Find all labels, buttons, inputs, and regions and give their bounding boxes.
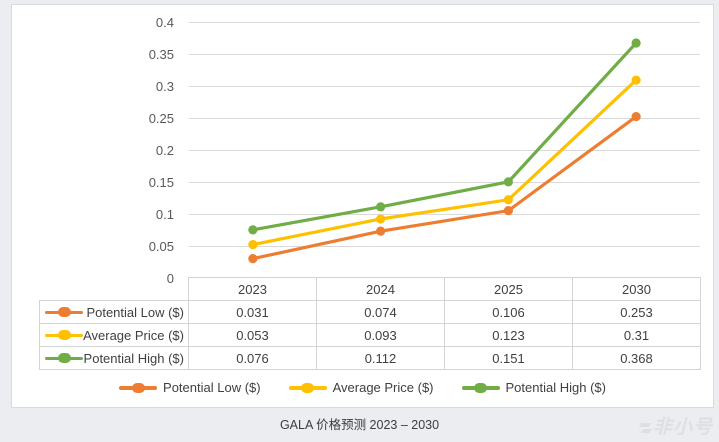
data-point-marker [376,202,386,212]
series-line [251,78,638,247]
y-tick-label: 0 [166,270,174,286]
data-table-year-header: 2024 [316,277,445,301]
watermark-logo-icon [638,421,653,435]
data-point-marker [376,226,386,236]
data-point-marker [631,38,641,48]
data-table-row: Potential Low ($) 0.031 0.074 0.106 0.253 [39,300,701,324]
data-table-value-cell: 0.253 [572,300,701,324]
data-point-marker [503,206,513,216]
legend-item: Potential High ($) [461,380,606,395]
data-table-value-cell: 0.031 [188,300,317,324]
data-point-marker [376,214,386,224]
data-table-value-cell: 0.31 [572,323,701,347]
data-point-marker [631,75,641,85]
data-point-marker [503,177,513,187]
data-table-value-cell: 0.074 [316,300,445,324]
data-table-header-row: 2023 2024 2025 2030 [40,277,701,301]
data-table-value-cell: 0.112 [316,346,445,370]
legend-item-label: Potential High ($) [505,380,606,395]
y-tick-label: 0.4 [155,14,174,30]
legend-key-icon [45,307,83,318]
data-point-marker [248,254,258,264]
y-tick-label: 0.05 [148,238,174,254]
legend-item: Average Price ($) [288,380,434,395]
series-name-label: Average Price ($) [83,327,184,343]
data-point-marker [248,239,258,250]
chart-legend: Potential Low ($) Average Price ($) Potent… [12,380,713,395]
chart-card: 0 0.05 0.1 0.15 0.2 0.25 0.3 0.35 0.4 2023 2024 20… [11,4,714,408]
chart-caption: GALA 价格预测 2023 – 2030 [279,418,440,432]
data-table-value-cell: 0.151 [444,346,573,370]
y-tick-label: 0.3 [155,78,174,94]
data-table-value-cell: 0.106 [444,300,573,324]
watermark: 非小号 [638,417,713,439]
series-line [251,41,638,232]
y-tick-label: 0.15 [148,174,174,190]
data-table-value-cell: 0.123 [444,323,573,347]
series-name-label: Potential High ($) [83,350,184,366]
series-label-cell: Average Price ($) [39,323,189,347]
series-label-cell: Potential High ($) [39,346,189,370]
data-table-year-header: 2023 [188,277,317,301]
data-point-marker [503,195,513,205]
chart-data-table: 2023 2024 2025 2030 Potential Low ($) 0.031 0… [39,277,701,370]
data-table-corner-cell [40,278,189,301]
legend-key-icon [288,382,327,393]
legend-key-icon [45,330,83,341]
data-table-row: Average Price ($) 0.053 0.093 0.123 0.31 [39,323,701,347]
data-table-value-cell: 0.368 [572,346,701,370]
legend-item: Potential Low ($) [119,380,261,395]
data-table-value-cell: 0.053 [188,323,317,347]
legend-item-label: Average Price ($) [332,380,434,395]
y-tick-label: 0.1 [155,206,174,222]
data-table-row: Potential High ($) 0.076 0.112 0.151 0.368 [39,346,701,370]
data-point-marker [248,225,258,235]
plot-svg [189,22,700,264]
series-label-cell: Potential Low ($) [39,300,189,324]
watermark-text: 非小号 [652,417,713,438]
series-line [251,114,638,261]
legend-key-icon [119,382,158,393]
y-tick-label: 0.35 [148,46,174,62]
legend-key-icon [461,382,500,393]
y-tick-label: 0.25 [148,110,174,126]
data-point-marker [631,111,641,122]
series-name-label: Potential Low ($) [86,304,184,320]
data-table-value-cell: 0.076 [188,346,317,370]
data-table-value-cell: 0.093 [316,323,445,347]
y-tick-label: 0.2 [155,142,174,158]
data-table-year-header: 2030 [572,277,701,301]
y-axis-tick-labels: 0 0.05 0.1 0.15 0.2 0.25 0.3 0.35 0.4 [12,15,174,286]
legend-item-label: Potential Low ($) [163,380,261,395]
legend-key-icon [45,353,83,364]
data-table-year-header: 2025 [444,277,573,301]
